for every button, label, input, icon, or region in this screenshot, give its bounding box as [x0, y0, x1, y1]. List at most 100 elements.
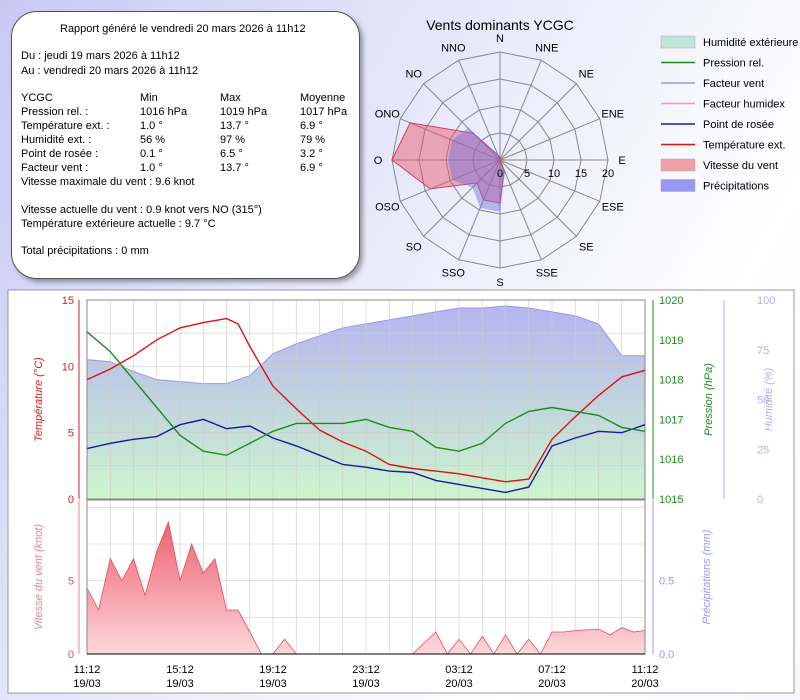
rose-spoke	[458, 159, 501, 260]
row-max: 97 %	[220, 134, 246, 146]
row-max: 13.7 °	[220, 120, 249, 132]
pressure-tick-label: 1018	[659, 375, 683, 387]
row-mean: 6.9 °	[300, 162, 323, 174]
x-tick-time: 03:12	[445, 664, 473, 676]
temperature-tick-label: 15	[62, 295, 74, 307]
total-precip-text: Total précipitations : 0 mm	[21, 245, 149, 257]
current-temp-text: Température extérieure actuelle : 9.7 °C	[21, 218, 216, 230]
humidity-tick-label: 50	[757, 395, 769, 407]
row-min: 1016 hPa	[140, 106, 188, 118]
x-tick-date: 19/03	[259, 678, 287, 690]
rose-spoke	[400, 159, 501, 202]
rose-spoke	[499, 83, 577, 161]
humidity-tick-label: 25	[757, 444, 769, 456]
row-label: Pression rel. :	[21, 106, 89, 118]
pressure-tick-label: 1019	[659, 335, 683, 347]
x-tick-date: 19/03	[166, 678, 194, 690]
rose-radial-tick: 20	[602, 168, 614, 180]
rose-spoke	[499, 159, 600, 202]
temperature-tick-label: 10	[62, 361, 74, 373]
rose-direction-label: ESE	[602, 202, 624, 214]
x-tick-date: 19/03	[352, 678, 380, 690]
rose-spoke	[499, 159, 542, 260]
rose-spoke	[499, 159, 577, 237]
rose-spoke	[423, 83, 501, 161]
report-title: Rapport généré le vendredi 20 mars 2026 …	[60, 23, 306, 35]
rose-direction-label: SE	[579, 241, 594, 253]
plot-frame	[86, 299, 646, 500]
rose-inner-area	[448, 127, 505, 212]
x-tick-time: 11:12	[632, 664, 659, 676]
max-wind-text: Vitesse maximale du vent : 9.6 knot	[21, 176, 195, 188]
humidity-tick-label: 0	[757, 494, 763, 506]
rose-direction-label: NE	[579, 69, 594, 81]
rose-spoke	[400, 118, 501, 161]
report-period-from: Du : jeudi 19 mars 2026 à 11h12	[21, 50, 180, 62]
x-tick-time: 23:12	[352, 664, 380, 676]
report-summary-panel: Rapport généré le vendredi 20 mars 2026 …	[11, 11, 360, 279]
row-label: Point de rosée :	[21, 148, 99, 160]
row-min: 1.0 °	[140, 120, 163, 132]
rose-direction-label: SSO	[442, 268, 466, 280]
pressure-tick-label: 1020	[659, 295, 683, 307]
temperature-line	[86, 317, 646, 483]
rose-direction-label: E	[618, 155, 625, 167]
x-tick-time: 11:12	[74, 664, 101, 676]
x-tick-date: 20/03	[538, 678, 566, 690]
precip-tick-label: 0.5	[659, 576, 674, 588]
x-tick-date: 20/03	[445, 678, 473, 690]
rose-direction-label: SO	[406, 241, 422, 253]
x-tick-time: 15:12	[166, 664, 194, 676]
row-label: Température ext. :	[21, 120, 110, 132]
rose-radial-tick: 10	[548, 168, 560, 180]
row-min: 0.1 °	[140, 148, 163, 160]
x-tick-date: 19/03	[73, 678, 101, 690]
wind-tick-label: 0	[68, 649, 74, 661]
temperature-axis-label: Température (°C)	[33, 357, 45, 442]
row-mean: 6.9 °	[300, 120, 323, 132]
pressure-tick-label: 1017	[659, 414, 683, 426]
precip-tick-label: 0.0	[659, 649, 674, 661]
current-wind-text: Vitesse actuelle du vent : 0.9 knot vers…	[21, 204, 262, 216]
row-mean: 3.2 °	[300, 148, 323, 160]
wind-rose-data	[391, 122, 505, 212]
wind-rose-grid	[391, 51, 609, 269]
rose-radial-tick: 5	[524, 168, 530, 180]
humidity-tick-label: 75	[757, 345, 769, 357]
rose-spoke	[423, 159, 501, 237]
rose-direction-label: NNE	[535, 42, 558, 54]
row-mean: 79 %	[300, 134, 326, 146]
x-tick-date: 20/03	[631, 678, 659, 690]
rose-spoke	[458, 60, 501, 161]
rose-spoke	[499, 60, 542, 161]
x-tick-time: 07:12	[538, 664, 566, 676]
rose-direction-label: OSO	[375, 202, 400, 214]
rose-direction-label: O	[374, 155, 383, 167]
pressure-line	[86, 331, 646, 456]
row-label: Humidité ext. :	[21, 134, 92, 146]
wind-precipitation-chart: 0 5 Vitesse du vent (knot) 0.0 0.5 Précipitat…	[33, 499, 713, 661]
report-period-to: Au : vendredi 20 mars 2026 à 11h12	[21, 65, 199, 77]
time-axis: 11:12 19/03 15:12 19/03 19:12 19/03 23:12 19/03…	[73, 664, 659, 690]
rose-direction-label: ONO	[375, 108, 401, 120]
row-min: 1.0 °	[140, 162, 163, 174]
row-label: Facteur vent :	[21, 162, 89, 174]
rose-radial-tick: 15	[575, 168, 587, 180]
dewpoint-line	[86, 418, 646, 494]
humidity-axis-label: Humidité (%)	[763, 367, 775, 431]
rose-wind-area	[391, 122, 505, 204]
pressure-tick-label: 1016	[659, 454, 683, 466]
row-max: 13.7 °	[220, 162, 249, 174]
table-header-max: Max	[220, 92, 241, 104]
rose-direction-label: ENE	[601, 108, 624, 120]
wind-rose-labels: N NNE NE ENE E ESE SE SSE S SSO SO OSO O ONO NO NNO 0 5 10…	[374, 33, 626, 289]
wind-axis-label: Vitesse du vent (knot)	[33, 524, 45, 631]
precip-axis-label: Précipitations (mm)	[701, 529, 713, 624]
temperature-tick-label: 5	[68, 428, 74, 440]
pressure-tick-label: 1015	[659, 494, 683, 506]
wind-tick-label: 5	[68, 576, 74, 588]
table-header-station: YCGC	[21, 92, 53, 104]
